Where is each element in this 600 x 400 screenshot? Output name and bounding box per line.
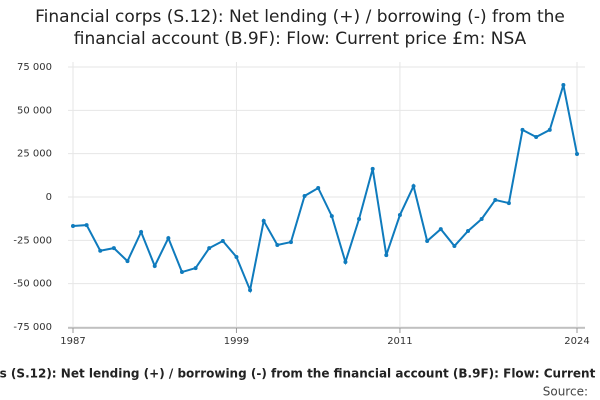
point [329, 214, 334, 219]
point [397, 213, 402, 218]
point [152, 263, 157, 268]
x-tick-label: 2024 [564, 336, 589, 347]
point [561, 83, 566, 88]
point [370, 166, 375, 171]
point [411, 184, 416, 189]
x-tick-label: 2011 [387, 336, 412, 347]
point [166, 236, 171, 241]
point [288, 240, 293, 245]
point [111, 246, 116, 251]
source: Source: [543, 385, 588, 399]
point [179, 270, 184, 275]
point [575, 152, 579, 157]
point [234, 254, 239, 259]
point [275, 243, 280, 248]
point [547, 127, 552, 132]
chart-title: Financial corps (S.12): Net lending (+) … [35, 7, 565, 49]
point [506, 201, 511, 206]
line [72, 84, 578, 294]
point [248, 288, 253, 293]
y-tick-label: -25 000 [13, 235, 52, 246]
point [193, 266, 198, 271]
point [316, 185, 321, 190]
y-tick-label: 50 000 [17, 105, 52, 116]
point [479, 217, 484, 222]
point [220, 239, 225, 244]
caption: Financial corps (S.12): Net lending (+) … [0, 367, 600, 381]
point [452, 244, 457, 249]
y-tick-label: -75 000 [13, 322, 52, 333]
point [357, 217, 362, 222]
point [98, 248, 103, 253]
point [139, 230, 144, 235]
x-tick-label: 1987 [60, 336, 85, 347]
point [207, 246, 212, 251]
point [84, 223, 89, 228]
point [425, 239, 430, 244]
point [71, 223, 75, 228]
point [302, 193, 307, 198]
point [384, 253, 389, 258]
point [125, 259, 130, 264]
point [534, 135, 539, 140]
point [343, 260, 348, 264]
y-tick-label: 25 000 [17, 149, 52, 160]
x-tick-label: 1999 [224, 336, 249, 347]
y-tick-label: 0 [46, 192, 52, 203]
point [438, 227, 443, 232]
point [261, 218, 266, 223]
point [466, 228, 471, 233]
y-tick-label: 75 000 [17, 62, 52, 73]
point [493, 197, 498, 202]
point [520, 127, 525, 132]
y-tick-label: -50 000 [13, 279, 52, 290]
